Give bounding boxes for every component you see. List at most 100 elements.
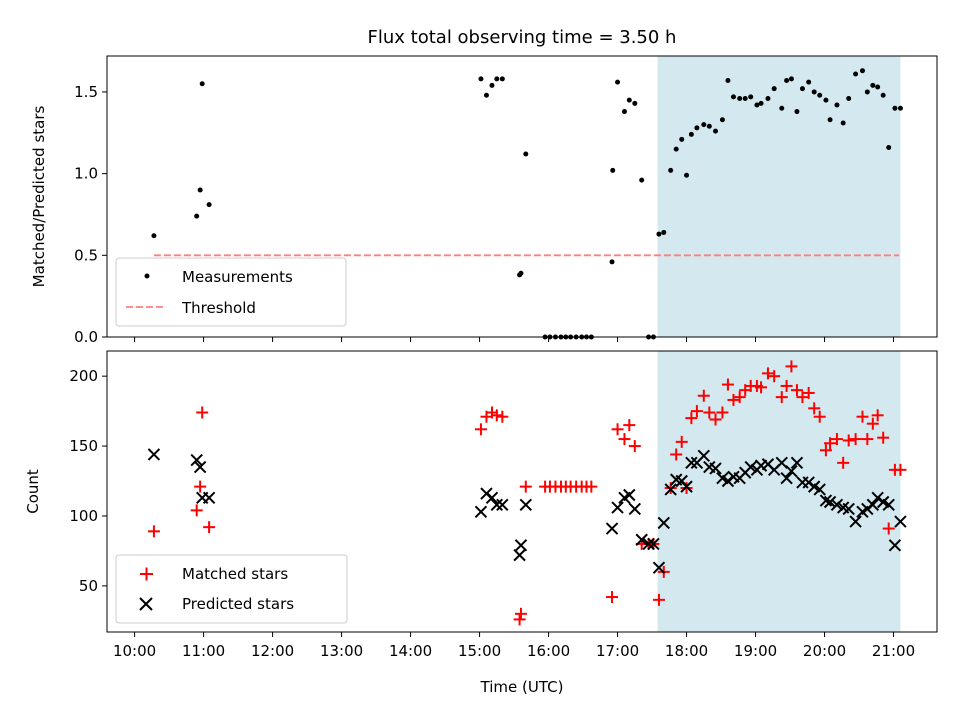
measurement-point <box>823 97 829 103</box>
predicted-star-point <box>642 537 655 551</box>
bottom-y-axis-label: Count <box>24 469 42 514</box>
predicted-star-point <box>657 516 670 530</box>
measurement-point <box>478 76 484 82</box>
predicted-star-point <box>652 561 666 574</box>
matched-star-point <box>611 423 624 436</box>
top-y-tick-label: 0.0 <box>74 328 98 346</box>
measurement-point <box>610 167 616 173</box>
predicted-star-point <box>823 495 837 509</box>
measurement-point <box>615 79 621 85</box>
measurement-point <box>656 231 662 237</box>
x-tick-label: 13:00 <box>320 642 363 660</box>
measurement-point <box>701 122 707 128</box>
measurement-point <box>892 105 898 111</box>
bottom-panel: 10:00 11:00 12:00 13:00 14:00 15:00 16:00 17:00… <box>24 350 938 660</box>
matched-star-point <box>849 433 862 446</box>
predicted-star-point <box>605 522 619 535</box>
matched-star-point <box>775 391 788 404</box>
measurement-point <box>199 81 205 87</box>
predicted-star-point <box>635 533 648 546</box>
predicted-star-point <box>514 539 528 552</box>
predicted-star-point <box>842 502 855 516</box>
predicted-star-point <box>496 498 509 511</box>
top-y-tick-label: 1.0 <box>74 165 98 183</box>
matched-star-point <box>856 410 869 423</box>
predicted-star-point <box>849 515 862 528</box>
legend-predicted-marker <box>139 597 153 611</box>
legend-matched-label: Matched stars <box>182 565 288 583</box>
matched-star-point <box>490 409 503 422</box>
matched-star-point <box>190 504 203 517</box>
predicted-star-point <box>697 449 711 463</box>
bottom-y-tick-label: 200 <box>69 367 98 385</box>
matched-star-point <box>606 591 619 604</box>
measurement-point <box>626 97 632 103</box>
predicted-star-point <box>709 462 722 475</box>
measurement-point <box>846 95 852 101</box>
measurement-point <box>730 94 736 100</box>
x-tick-label: 16:00 <box>527 642 570 660</box>
predicted-star-point <box>513 548 526 562</box>
matched-star-point <box>203 521 216 534</box>
predicted-star-point <box>647 537 660 551</box>
measurement-point <box>494 76 500 82</box>
bottom-axis-ticks: 10:00 11:00 12:00 13:00 14:00 15:00 16:00 17:00… <box>69 367 915 660</box>
measurement-point <box>499 76 505 82</box>
matched-star-point <box>721 378 734 391</box>
matched-star-point <box>652 593 665 606</box>
measurement-point <box>684 172 690 178</box>
matched-star-point <box>519 480 532 493</box>
predicted-star-point <box>866 498 880 511</box>
measurement-point <box>779 105 785 111</box>
measurement-point <box>609 259 615 265</box>
matched-star-point <box>808 402 821 415</box>
matched-star-point <box>866 417 879 430</box>
measurement-point <box>194 213 200 219</box>
predicted-star-point <box>193 460 207 474</box>
x-tick-label: 14:00 <box>389 642 432 660</box>
measurement-point <box>713 128 719 134</box>
bottom-y-tick-label: 100 <box>69 507 98 525</box>
bottom-highlight-span <box>657 351 901 632</box>
chart-title: Flux total observing time = 3.50 h <box>368 27 677 48</box>
matched-star-point <box>761 367 774 380</box>
predicted-star-point <box>819 494 833 507</box>
measurement-point <box>859 68 865 74</box>
measurement-point <box>518 270 524 276</box>
measurement-point <box>754 102 760 108</box>
bottom-y-tick-label: 50 <box>79 577 98 595</box>
matched-star-point <box>796 391 809 404</box>
measurement-point <box>817 92 823 98</box>
x-tick-label: 19:00 <box>734 642 777 660</box>
x-tick-label: 20:00 <box>803 642 846 660</box>
matched-star-point <box>147 525 160 538</box>
matched-star-point <box>685 412 698 425</box>
matched-star-point <box>585 480 598 493</box>
measurement-point <box>788 76 794 82</box>
matched-star-point <box>690 405 703 418</box>
matched-star-point <box>882 522 895 535</box>
predicted-star-point <box>664 483 677 496</box>
measurement-point <box>794 109 800 115</box>
matched-star-point <box>780 379 793 392</box>
x-tick-label: 15:00 <box>458 642 501 660</box>
top-axes-frame <box>106 55 938 338</box>
bottom-legend-box <box>115 554 348 624</box>
matched-star-point <box>716 406 729 419</box>
legend-measurement-marker <box>144 273 150 279</box>
measurement-point <box>197 187 203 193</box>
measurement-point <box>897 105 903 111</box>
matched-star-point <box>709 413 722 426</box>
matched-star-point <box>755 381 768 394</box>
matched-star-point <box>733 391 746 404</box>
measurement-point <box>668 167 674 173</box>
matched-star-point <box>871 409 884 422</box>
top-panel: 0.0 0.5 1.0 1.5 Matched/Predicted stars Mea… <box>30 55 938 346</box>
predicted-star-point <box>628 502 642 516</box>
measurement-point <box>737 95 743 101</box>
measurement-point <box>886 144 892 150</box>
matched-star-point <box>790 384 803 397</box>
matched-star-point <box>474 423 487 436</box>
matched-star-point <box>819 444 832 457</box>
matched-star-point <box>785 360 798 373</box>
